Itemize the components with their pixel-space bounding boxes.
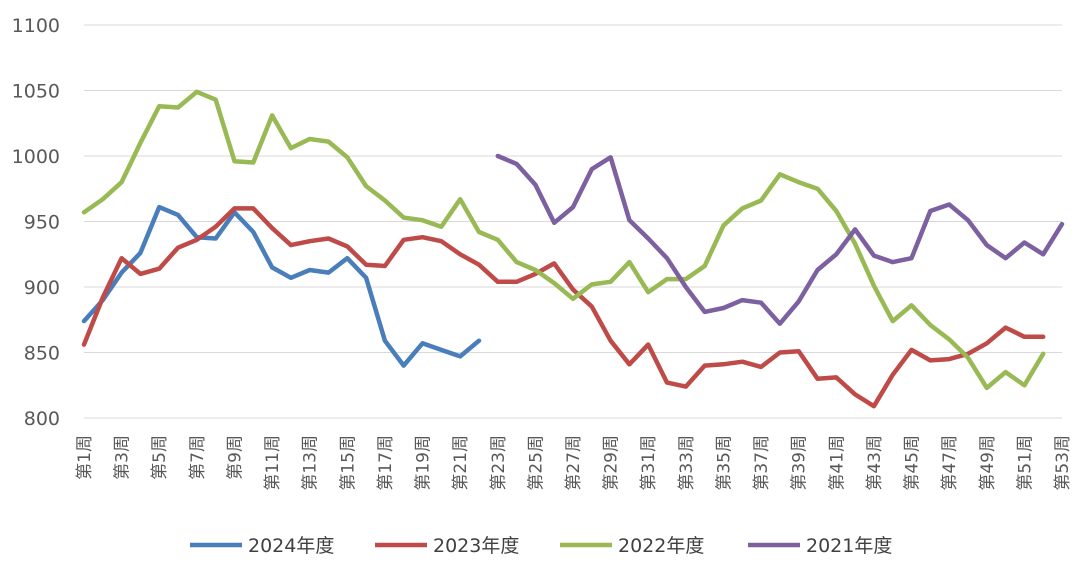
x-tick-label: 第33周 bbox=[677, 435, 697, 491]
y-tick-label: 1050 bbox=[12, 81, 60, 103]
y-tick-label: 1100 bbox=[12, 15, 60, 37]
y-tick-label: 950 bbox=[24, 212, 60, 234]
x-tick-label: 第25周 bbox=[526, 435, 546, 491]
x-tick-label: 第37周 bbox=[752, 435, 772, 491]
legend-label: 2022年度 bbox=[618, 535, 704, 557]
x-tick-label: 第51周 bbox=[1015, 435, 1035, 491]
x-axis-tick-labels: 第1周 第3周 第5周 第7周 第9周 第11周 第13周 第15周 第17周 第19周 第21周第… bbox=[75, 435, 1073, 491]
x-tick-label: 第29周 bbox=[602, 435, 622, 491]
series-line-2 bbox=[81, 89, 1046, 391]
x-tick-label: 第21周 bbox=[451, 435, 471, 491]
x-tick-label: 第39周 bbox=[790, 435, 810, 491]
legend-label: 2024年度 bbox=[248, 535, 334, 557]
x-tick-label: 第41周 bbox=[827, 435, 847, 491]
series-lines bbox=[81, 89, 1065, 409]
x-tick-label: 第13周 bbox=[301, 435, 321, 491]
y-tick-label: 1000 bbox=[12, 146, 60, 168]
x-tick-label: 第23周 bbox=[489, 435, 509, 491]
x-tick-label: 第9周 bbox=[225, 435, 245, 480]
y-tick-label: 800 bbox=[24, 408, 60, 430]
x-tick-label: 第49周 bbox=[978, 435, 998, 491]
x-tick-label: 第11周 bbox=[263, 435, 283, 491]
x-tick-label: 第53周 bbox=[1053, 435, 1073, 491]
x-tick-label: 第47周 bbox=[940, 435, 960, 491]
series-line-0 bbox=[81, 204, 482, 368]
legend: 2024年度 2023年度 2022年度 2021年度 bbox=[190, 535, 892, 557]
series-line-1 bbox=[81, 206, 1046, 409]
x-tick-label: 第17周 bbox=[376, 435, 396, 491]
x-tick-label: 第3周 bbox=[113, 435, 133, 480]
legend-label: 2021年度 bbox=[806, 535, 892, 557]
x-tick-label: 第5周 bbox=[150, 435, 170, 480]
x-tick-label: 第19周 bbox=[414, 435, 434, 491]
x-tick-label: 第43周 bbox=[865, 435, 885, 491]
x-tick-label: 第15周 bbox=[338, 435, 358, 491]
y-tick-label: 900 bbox=[24, 277, 60, 299]
x-tick-label: 第1周 bbox=[75, 435, 95, 480]
x-tick-label: 第35周 bbox=[714, 435, 734, 491]
x-tick-label: 第7周 bbox=[188, 435, 208, 480]
x-tick-label: 第45周 bbox=[903, 435, 923, 491]
gridlines bbox=[84, 24, 1062, 353]
y-axis-tick-labels: 800 850 900 950 1000 1050 1100 bbox=[12, 15, 60, 430]
x-tick-label: 第27周 bbox=[564, 435, 584, 491]
legend-label: 2023年度 bbox=[433, 535, 519, 557]
y-tick-label: 850 bbox=[24, 343, 60, 365]
x-tick-label: 第31周 bbox=[639, 435, 659, 491]
series-line-3 bbox=[495, 153, 1065, 326]
